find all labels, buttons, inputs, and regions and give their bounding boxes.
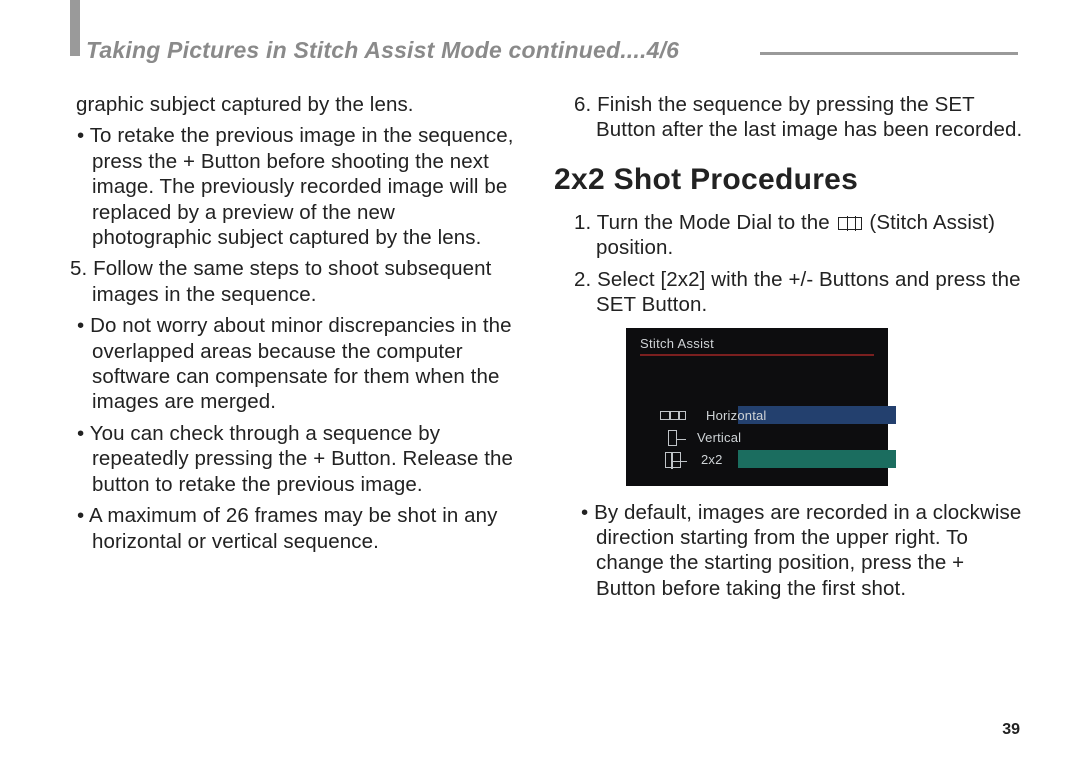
step-6-text: Finish the sequence by pressing the SET … — [596, 93, 1022, 141]
step-6: 6. Finish the sequence by pressing the S… — [554, 92, 1024, 143]
proc-step-2-num: 2. — [574, 268, 591, 291]
header-rule — [760, 52, 1018, 55]
lcd-screen: Stitch Assist Horizontal Vertical — [626, 328, 888, 486]
page-number: 39 — [1002, 721, 1020, 739]
lcd-label-vertical: Vertical — [695, 430, 847, 446]
bullet-retake: • To retake the previous image in the se… — [50, 123, 520, 250]
section-heading-2x2: 2x2 Shot Procedures — [554, 161, 1024, 198]
bullet-retake-text: To retake the previous image in the sequ… — [90, 124, 514, 249]
step-5-text: Follow the same steps to shoot subsequen… — [92, 257, 491, 305]
bullet-max-text: A maximum of 26 frames may be shot in an… — [89, 504, 498, 552]
right-column: 6. Finish the sequence by pressing the S… — [554, 92, 1024, 607]
lcd-row-horizontal: Horizontal — [660, 406, 856, 426]
proc-step-2: 2. Select [2x2] with the +/- Buttons and… — [554, 267, 1024, 318]
lcd-rule — [640, 354, 874, 356]
two-column-body: graphic subject captured by the lens. • … — [50, 92, 1030, 607]
proc-step-1-num: 1. — [574, 211, 591, 234]
lcd-label-horizontal: Horizontal — [704, 408, 856, 424]
horizontal-icon — [660, 411, 686, 420]
manual-page: Taking Pictures in Stitch Assist Mode co… — [0, 0, 1080, 765]
bullet-max: • A maximum of 26 frames may be shot in … — [50, 503, 520, 554]
bullet-overlap: • Do not worry about minor discrepancies… — [50, 313, 520, 415]
grid-2x2-icon — [665, 452, 681, 468]
proc-step-1-pre: Turn the Mode Dial to the — [597, 211, 836, 234]
proc-step-2-text: Select [2x2] with the +/- Buttons and pr… — [596, 268, 1021, 316]
bullet-check: • You can check through a sequence by re… — [50, 421, 520, 497]
lcd-row-vertical: Vertical — [660, 428, 847, 448]
lcd-row-2x2: 2x2 — [660, 450, 851, 470]
bullet-default-text: By default, images are recorded in a clo… — [594, 501, 1021, 600]
lcd-figure: Stitch Assist Horizontal Vertical — [626, 328, 1024, 486]
bullet-overlap-text: Do not worry about minor discrepancies i… — [90, 314, 512, 413]
header-title: Taking Pictures in Stitch Assist Mode co… — [86, 37, 679, 64]
bullet-default-direction: • By default, images are recorded in a c… — [554, 500, 1024, 602]
step-5: 5. Follow the same steps to shoot subseq… — [50, 256, 520, 307]
vertical-icon — [668, 430, 677, 446]
proc-step-1: 1. Turn the Mode Dial to the (Stitch Ass… — [554, 210, 1024, 261]
lcd-title: Stitch Assist — [640, 336, 714, 352]
step-5-num: 5. — [70, 257, 87, 280]
left-column: graphic subject captured by the lens. • … — [50, 92, 520, 607]
page-header: Taking Pictures in Stitch Assist Mode co… — [50, 40, 1030, 80]
continuation-text: graphic subject captured by the lens. — [50, 92, 520, 117]
header-tab — [70, 0, 80, 56]
lcd-label-2x2: 2x2 — [699, 452, 851, 468]
step-6-num: 6. — [574, 93, 591, 116]
stitch-assist-icon — [838, 217, 862, 230]
bullet-check-text: You can check through a sequence by repe… — [90, 422, 513, 496]
